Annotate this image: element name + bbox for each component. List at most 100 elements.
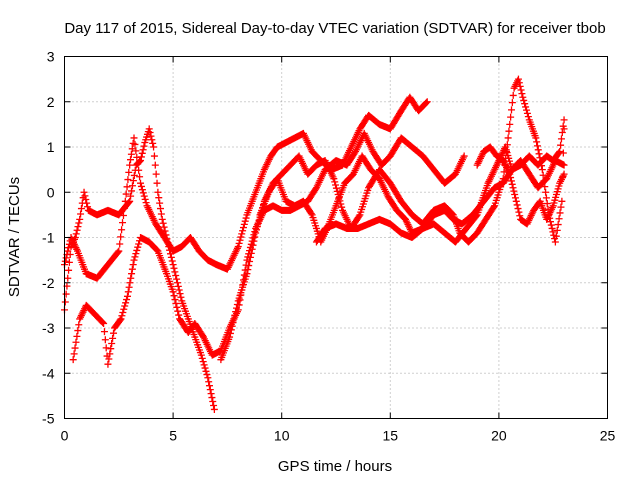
y-tick-label: -3 (42, 320, 55, 336)
x-axis-title: GPS time / hours (278, 458, 392, 475)
data-point (247, 249, 255, 257)
data-point (149, 139, 157, 147)
series-7 (473, 143, 568, 228)
data-point (558, 129, 566, 137)
data-point (234, 243, 242, 251)
data-point (245, 262, 253, 270)
data-point (207, 390, 215, 398)
data-point (332, 181, 340, 189)
data-point (230, 315, 238, 323)
data-point (505, 127, 513, 135)
data-point (560, 170, 568, 178)
data-point (135, 240, 143, 248)
data-point (560, 116, 568, 124)
y-tick-label: -2 (42, 275, 55, 291)
data-point (331, 178, 339, 186)
data-point (100, 328, 108, 336)
data-point (107, 345, 115, 353)
data-point (82, 195, 90, 203)
data-point (542, 194, 550, 202)
data-point (128, 187, 136, 195)
data-point (533, 138, 541, 146)
data-point (246, 253, 254, 261)
data-point (76, 215, 84, 223)
data-point (173, 279, 181, 287)
data-point (229, 319, 237, 327)
data-point (513, 201, 521, 209)
data-point (128, 265, 136, 273)
data-point (241, 217, 249, 225)
data-point (159, 219, 167, 227)
data-point (99, 319, 107, 327)
data-point (110, 329, 118, 337)
data-point (158, 215, 166, 223)
data-point (512, 197, 520, 205)
data-point (330, 175, 338, 183)
data-point (142, 199, 150, 207)
y-axis-title: SDTVAR / TECUs (6, 177, 23, 297)
data-point (532, 134, 540, 142)
data-point (523, 106, 531, 114)
data-point (504, 134, 512, 142)
data-point (174, 282, 182, 290)
data-point (200, 361, 208, 369)
data-point (170, 264, 178, 272)
data-point (517, 86, 525, 94)
data-point (117, 233, 125, 241)
data-point (135, 166, 143, 174)
data-point (248, 245, 256, 253)
data-point (118, 226, 126, 234)
data-point (160, 223, 168, 231)
data-point (126, 279, 134, 287)
data-point (120, 204, 128, 212)
data-point (508, 180, 516, 188)
data-point (559, 122, 567, 130)
data-point (507, 106, 515, 114)
data-point (507, 113, 515, 121)
data-point (490, 203, 498, 211)
data-layer (61, 75, 568, 413)
data-point (507, 174, 515, 182)
data-point (141, 195, 149, 203)
data-point (246, 257, 254, 265)
data-point (75, 219, 83, 227)
data-point (549, 228, 557, 236)
data-point (523, 109, 531, 117)
data-point (123, 296, 131, 304)
data-point (422, 99, 430, 107)
data-point (106, 350, 114, 358)
data-point (227, 326, 235, 334)
data-point (557, 203, 565, 211)
data-point (249, 241, 257, 249)
data-point (521, 100, 529, 108)
x-tick-label: 15 (383, 428, 399, 444)
data-point (547, 221, 555, 229)
data-point (150, 143, 158, 151)
data-point (61, 257, 69, 265)
data-point (155, 194, 163, 202)
y-tick-label: -1 (42, 230, 55, 246)
data-point (233, 300, 241, 308)
data-point (125, 198, 133, 206)
data-point (137, 179, 145, 187)
data-point (239, 227, 247, 235)
data-point (198, 354, 206, 362)
data-point (153, 179, 161, 187)
chart-title: Day 117 of 2015, Sidereal Day-to-day VTE… (64, 20, 605, 37)
data-point (423, 98, 431, 106)
data-point (140, 192, 148, 200)
data-point (127, 192, 135, 200)
series-2 (61, 93, 431, 282)
data-point (128, 145, 136, 153)
data-point (130, 134, 138, 142)
data-point (250, 237, 258, 245)
data-point (137, 182, 145, 190)
x-tick-label: 0 (61, 428, 69, 444)
data-point (125, 168, 133, 176)
data-point (127, 274, 135, 282)
data-point (134, 160, 142, 168)
data-point (140, 142, 148, 150)
data-point (552, 232, 560, 240)
data-point (555, 149, 563, 157)
data-point (100, 319, 108, 327)
